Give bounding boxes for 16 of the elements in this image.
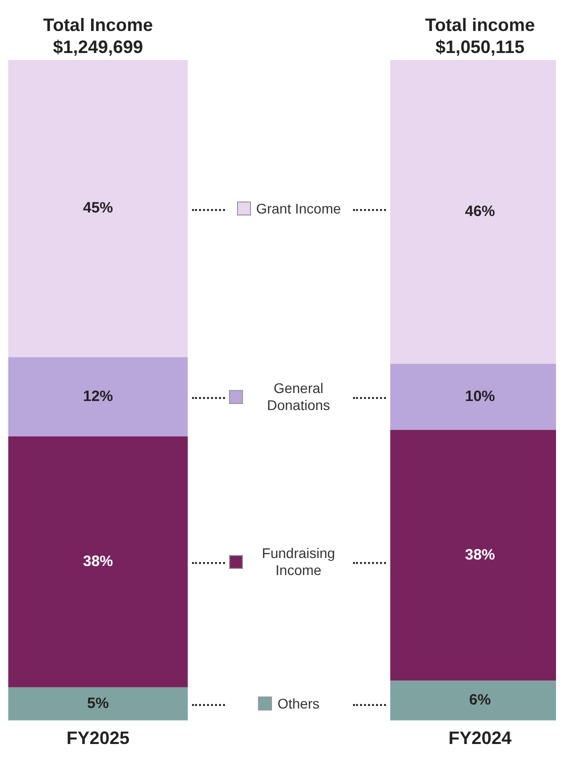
data-label: 10%	[464, 388, 496, 405]
text: Total Income $1,249,699	[43, 14, 153, 57]
x-tick-label: FY2024	[448, 728, 512, 748]
data-label: 12%	[82, 388, 114, 405]
legend-label: Grant Income	[256, 200, 341, 218]
data-label: 5%	[87, 695, 109, 712]
legend-label: Others	[277, 695, 320, 712]
data-label: 38%	[464, 546, 496, 564]
data-label: 45%	[82, 200, 114, 217]
data-label: 46%	[464, 203, 496, 220]
legend-label: Fundraising Income	[260, 544, 336, 579]
data-label: 6%	[469, 692, 491, 709]
legend-label: General Donations	[266, 380, 332, 414]
data-label: 38%	[82, 553, 114, 570]
text: Total income $1,050,115	[425, 14, 535, 57]
x-tick-label: FY2025	[66, 728, 130, 748]
